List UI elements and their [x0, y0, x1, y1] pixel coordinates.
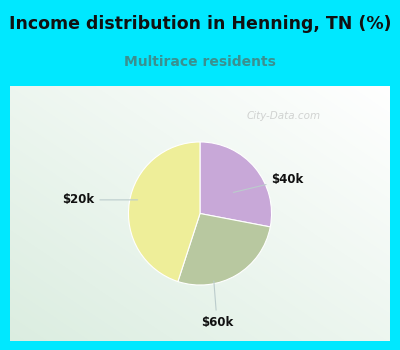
Text: Income distribution in Henning, TN (%): Income distribution in Henning, TN (%)	[9, 15, 391, 33]
Wedge shape	[178, 214, 270, 285]
Wedge shape	[128, 142, 200, 281]
Text: City-Data.com: City-Data.com	[246, 111, 321, 121]
Text: $20k: $20k	[62, 193, 138, 206]
Text: Multirace residents: Multirace residents	[124, 55, 276, 69]
Text: $40k: $40k	[233, 173, 304, 193]
Text: $60k: $60k	[201, 281, 233, 329]
Wedge shape	[200, 142, 272, 227]
